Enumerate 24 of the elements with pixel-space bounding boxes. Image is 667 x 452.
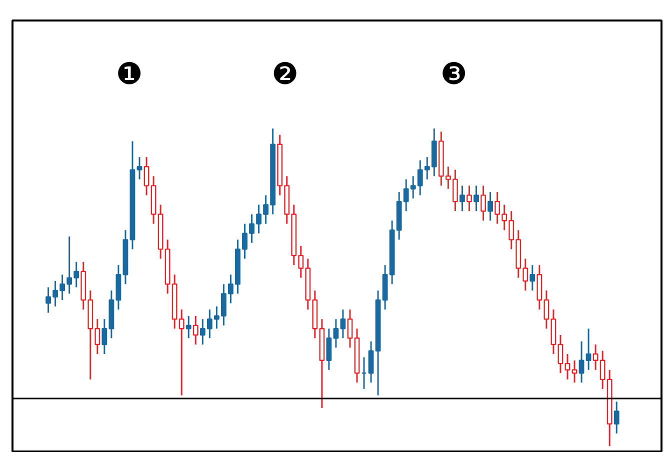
candlestick [192, 315, 198, 346]
candlestick [333, 318, 339, 348]
candlestick [136, 156, 142, 180]
candlestick [144, 156, 150, 196]
candlestick [466, 184, 472, 212]
candlestick [368, 340, 374, 384]
candlestick [340, 308, 346, 339]
candlestick [460, 184, 465, 212]
candlestick [572, 360, 578, 384]
text: ❸ [440, 57, 468, 92]
candlestick [614, 400, 620, 434]
candlestick [586, 328, 592, 371]
candlestick [347, 308, 353, 348]
candlestick [488, 191, 494, 222]
candlestick [578, 340, 584, 384]
candlestick [558, 334, 564, 374]
text: ❷ [272, 57, 299, 92]
text: ❶ [116, 57, 143, 92]
candlestick [474, 184, 479, 212]
candlestick [186, 315, 192, 339]
candlestick [480, 184, 486, 222]
candlestick [530, 264, 536, 292]
candlestick [326, 328, 332, 371]
candlestick [564, 353, 570, 380]
